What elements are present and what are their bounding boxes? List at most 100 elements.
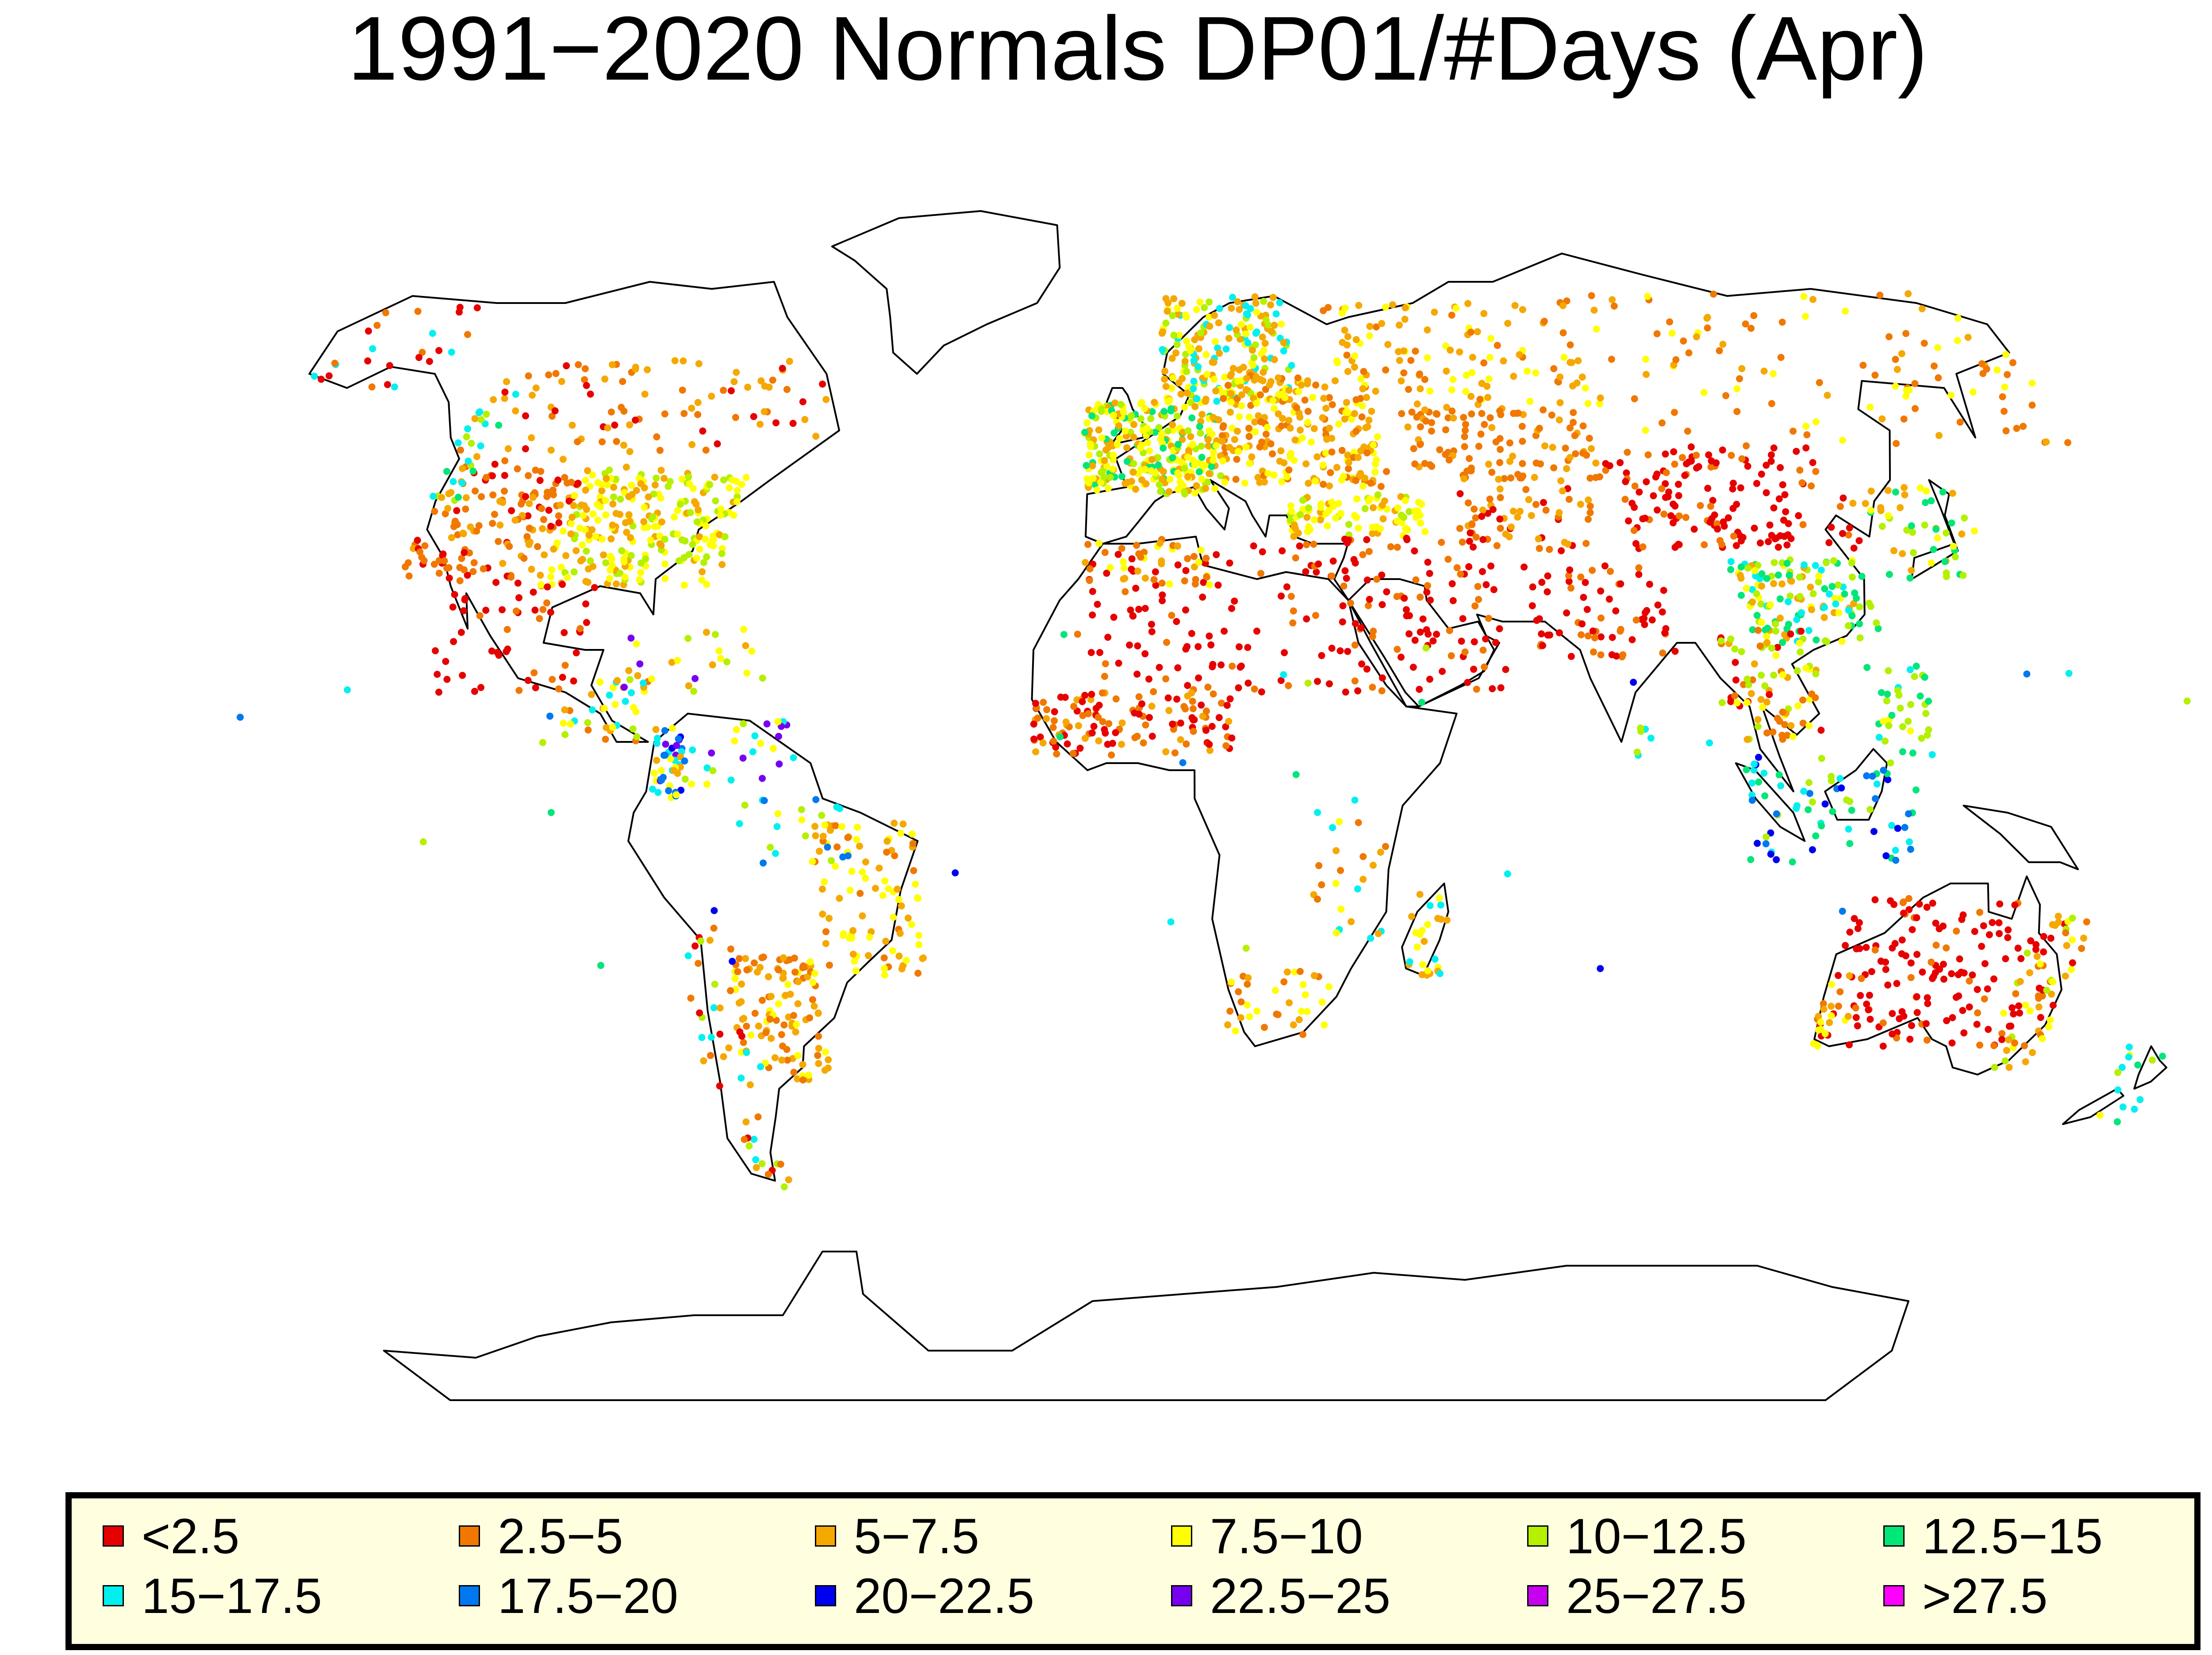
station-marker [653,734,661,742]
station-marker [799,398,806,406]
station-marker [836,895,843,902]
station-marker [1155,461,1162,469]
station-marker [1089,611,1096,619]
station-marker [1032,699,1039,707]
station-marker [594,516,602,524]
station-marker [2022,1002,2029,1009]
station-marker [1758,582,1766,590]
station-marker [1764,625,1771,632]
station-marker [525,541,533,548]
station-marker [1030,735,1037,743]
station-marker [1315,560,1322,568]
station-marker [419,349,426,356]
station-marker [1704,484,1712,492]
station-marker [1132,485,1139,493]
station-marker [1203,573,1210,580]
station-marker [1601,562,1609,570]
station-marker [1247,305,1254,312]
station-marker [1372,388,1379,395]
station-marker [691,942,699,950]
station-marker [718,561,726,568]
station-marker [236,714,244,721]
station-marker [1557,477,1565,484]
station-marker [708,749,715,757]
station-marker [1341,326,1348,334]
station-marker [1140,739,1147,747]
station-marker [557,564,565,571]
station-marker [1905,718,1912,725]
station-marker [1162,383,1170,390]
station-marker [1141,574,1149,582]
station-marker [844,852,852,860]
station-marker [1894,687,1901,694]
station-marker [1370,441,1377,449]
station-marker [582,600,590,608]
station-marker [1378,687,1386,695]
station-marker [1727,558,1735,565]
station-marker [2000,1010,2007,1017]
station-marker [1448,386,1455,394]
station-marker [1760,367,1768,375]
station-marker [1344,451,1352,459]
station-marker [1661,629,1669,637]
station-marker [489,520,496,527]
station-marker [1083,419,1091,426]
legend-label: 5−7.5 [854,1508,979,1564]
station-marker [587,390,594,398]
station-marker [1379,502,1386,509]
station-marker [1341,304,1349,312]
station-marker [531,607,539,614]
station-marker [1478,410,1486,417]
station-marker [2043,987,2051,994]
station-marker [462,494,470,501]
station-marker [859,868,866,876]
station-marker [1898,936,1906,944]
station-marker [1647,734,1655,742]
continent-outlines [308,210,2168,1401]
station-marker [1242,386,1250,393]
station-marker [1301,396,1309,404]
station-marker [1492,639,1499,646]
station-marker [444,505,452,512]
station-marker [1164,427,1171,435]
station-marker [1261,1024,1268,1031]
station-marker [1442,426,1449,434]
station-marker [1652,473,1659,481]
station-marker [2080,934,2087,942]
station-marker [1880,718,1887,725]
station-marker [1900,415,1908,423]
station-marker [1298,381,1305,389]
station-marker [684,952,692,960]
station-marker [1187,347,1194,354]
station-marker [1320,480,1327,488]
station-marker [1564,540,1571,548]
station-marker [588,691,595,698]
station-marker [1836,503,1844,510]
station-marker [1424,326,1431,334]
station-marker [1812,832,1820,840]
station-marker [603,481,611,488]
station-marker [1481,421,1488,428]
station-marker [1929,975,1936,982]
station-marker [1542,507,1550,514]
legend-label: 20−22.5 [854,1568,1034,1624]
station-marker [833,843,841,851]
station-marker [1148,621,1155,628]
station-marker [1536,545,1543,552]
station-marker [1468,369,1476,376]
station-marker [758,954,766,961]
station-marker [891,852,899,860]
station-marker [687,780,695,788]
station-marker [1081,691,1089,699]
station-marker [1050,737,1057,745]
station-marker [750,959,758,967]
station-marker [564,574,571,581]
station-marker [1773,534,1780,542]
station-marker [1421,376,1429,383]
station-marker [656,447,664,454]
station-marker [1663,469,1670,476]
station-marker [1809,459,1816,466]
station-marker [462,505,469,513]
station-marker [1400,514,1407,521]
station-marker [1218,699,1225,707]
